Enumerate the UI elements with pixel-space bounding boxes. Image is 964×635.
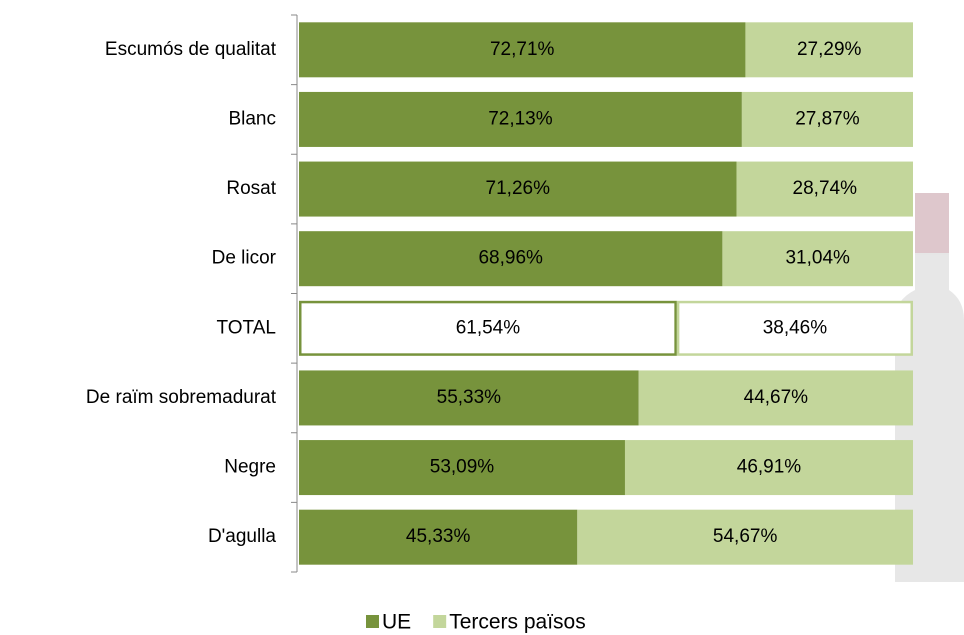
y-tick-label: Blanc: [228, 108, 276, 129]
data-label: 53,09%: [430, 457, 495, 478]
data-label: 61,54%: [456, 317, 521, 338]
data-label: 68,96%: [478, 248, 543, 269]
data-label: 45,33%: [406, 526, 471, 547]
y-tick-label: TOTAL: [217, 317, 276, 338]
y-tick-label: Escumós de qualitat: [105, 39, 277, 60]
legend-swatch: [433, 615, 446, 628]
y-tick-label: D'agulla: [208, 526, 276, 547]
data-label: 72,71%: [490, 39, 555, 60]
data-label: 27,29%: [797, 39, 862, 60]
data-label: 38,46%: [763, 317, 828, 338]
data-label: 71,26%: [486, 178, 551, 199]
data-label: 31,04%: [785, 248, 850, 269]
data-label: 44,67%: [744, 387, 809, 408]
y-tick-label: De licor: [212, 248, 277, 269]
legend-label: Tercers països: [449, 611, 586, 634]
data-label: 46,91%: [737, 457, 802, 478]
data-label: 72,13%: [488, 108, 553, 129]
legend-label: UE: [382, 611, 411, 634]
data-label: 27,87%: [795, 108, 860, 129]
chart: Escumós de qualitat 72,71% 27,29% Blanc 72,1…: [0, 0, 964, 635]
legend-swatch: [366, 615, 379, 628]
data-label: 54,67%: [713, 526, 778, 547]
y-tick-label: Rosat: [226, 178, 276, 199]
y-tick-label: De raïm sobremadurat: [86, 387, 277, 408]
y-tick-label: Negre: [224, 457, 276, 478]
data-label: 28,74%: [793, 178, 858, 199]
data-label: 55,33%: [437, 387, 502, 408]
